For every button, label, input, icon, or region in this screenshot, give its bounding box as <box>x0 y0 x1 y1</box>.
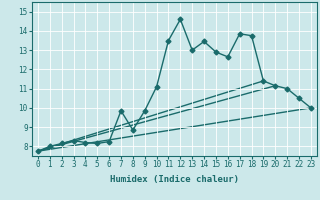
X-axis label: Humidex (Indice chaleur): Humidex (Indice chaleur) <box>110 175 239 184</box>
